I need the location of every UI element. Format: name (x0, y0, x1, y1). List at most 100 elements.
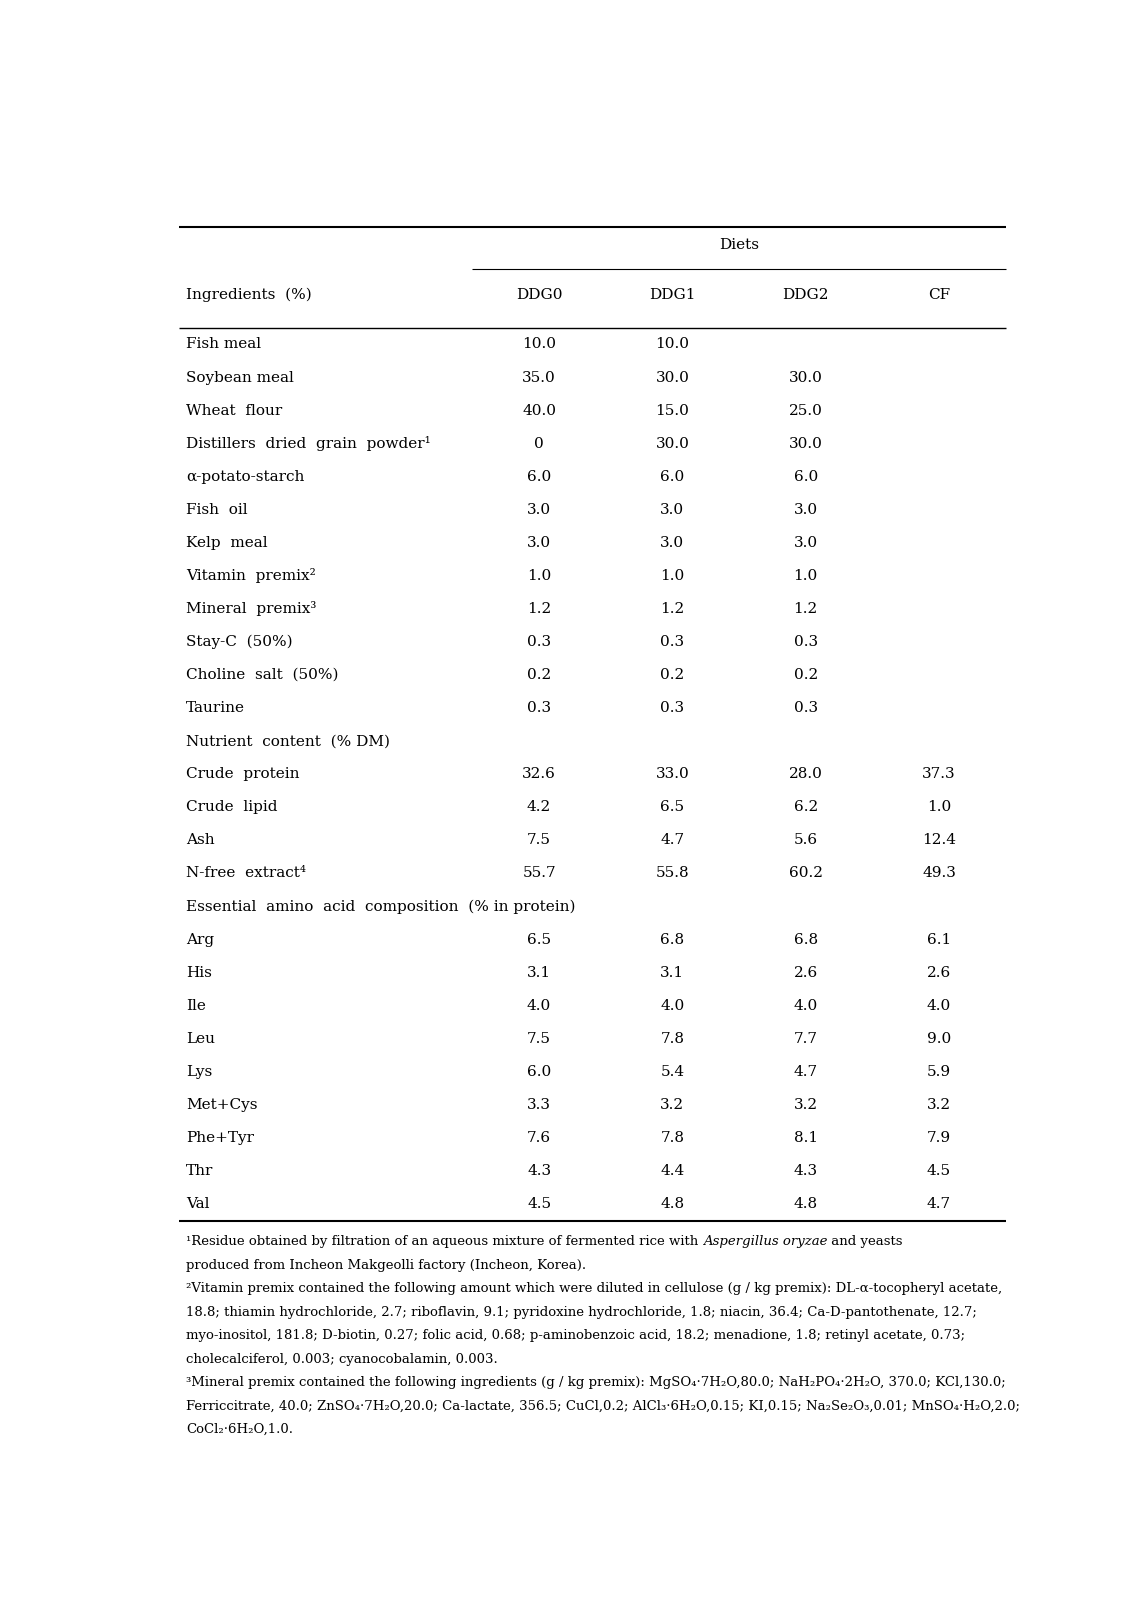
Text: Choline  salt  (50%): Choline salt (50%) (186, 668, 338, 682)
Text: 10.0: 10.0 (522, 338, 556, 351)
Text: 0.3: 0.3 (794, 634, 818, 649)
Text: 6.5: 6.5 (526, 932, 551, 947)
Text: 6.0: 6.0 (526, 1065, 552, 1078)
Text: 8.1: 8.1 (794, 1131, 818, 1145)
Text: 4.7: 4.7 (927, 1197, 951, 1211)
Text: 3.0: 3.0 (794, 535, 818, 549)
Text: 4.5: 4.5 (927, 1165, 951, 1177)
Text: 55.8: 55.8 (656, 867, 689, 881)
Text: cholecalciferol, 0.003; cyanocobalamin, 0.003.: cholecalciferol, 0.003; cyanocobalamin, … (186, 1352, 498, 1365)
Text: 3.0: 3.0 (661, 535, 685, 549)
Text: Nutrient  content  (% DM): Nutrient content (% DM) (186, 734, 390, 748)
Text: Met+Cys: Met+Cys (186, 1097, 258, 1112)
Text: Distillers  dried  grain  powder¹: Distillers dried grain powder¹ (186, 436, 431, 452)
Text: 37.3: 37.3 (922, 767, 955, 782)
Text: 7.6: 7.6 (526, 1131, 551, 1145)
Text: 6.0: 6.0 (661, 469, 685, 484)
Text: 3.0: 3.0 (794, 503, 818, 517)
Text: 1.0: 1.0 (927, 801, 951, 814)
Text: 12.4: 12.4 (922, 833, 955, 847)
Text: α-potato-starch: α-potato-starch (186, 469, 304, 484)
Text: 3.2: 3.2 (927, 1097, 951, 1112)
Text: 6.8: 6.8 (661, 932, 685, 947)
Text: 3.2: 3.2 (661, 1097, 685, 1112)
Text: Vitamin  premix²: Vitamin premix² (186, 569, 315, 583)
Text: 7.7: 7.7 (794, 1032, 818, 1046)
Text: 30.0: 30.0 (655, 370, 689, 384)
Text: 1.2: 1.2 (661, 602, 685, 615)
Text: 49.3: 49.3 (922, 867, 955, 881)
Text: Taurine: Taurine (186, 702, 245, 714)
Text: 0.2: 0.2 (661, 668, 685, 682)
Text: Crude  protein: Crude protein (186, 767, 299, 782)
Text: 18.8; thiamin hydrochloride, 2.7; riboflavin, 9.1; pyridoxine hydrochloride, 1.8: 18.8; thiamin hydrochloride, 2.7; ribofl… (186, 1306, 977, 1318)
Text: 3.1: 3.1 (661, 966, 685, 979)
Text: 4.0: 4.0 (661, 998, 685, 1012)
Text: 0.3: 0.3 (661, 702, 685, 714)
Text: 32.6: 32.6 (522, 767, 556, 782)
Text: 5.6: 5.6 (794, 833, 818, 847)
Text: 15.0: 15.0 (655, 404, 689, 418)
Text: Kelp  meal: Kelp meal (186, 535, 267, 549)
Text: 4.8: 4.8 (794, 1197, 818, 1211)
Text: 60.2: 60.2 (789, 867, 822, 881)
Text: Stay-C  (50%): Stay-C (50%) (186, 634, 292, 649)
Text: ¹Residue obtained by filtration of an aqueous mixture of fermented rice with: ¹Residue obtained by filtration of an aq… (186, 1235, 703, 1248)
Text: 0.3: 0.3 (526, 634, 551, 649)
Text: 1.2: 1.2 (526, 602, 552, 615)
Text: 7.9: 7.9 (927, 1131, 951, 1145)
Text: 3.3: 3.3 (528, 1097, 551, 1112)
Text: 4.0: 4.0 (526, 998, 552, 1012)
Text: 4.3: 4.3 (794, 1165, 818, 1177)
Text: 30.0: 30.0 (655, 437, 689, 450)
Text: 4.0: 4.0 (927, 998, 951, 1012)
Text: 25.0: 25.0 (789, 404, 822, 418)
Text: Lys: Lys (186, 1065, 212, 1078)
Text: 2.6: 2.6 (927, 966, 951, 979)
Text: Leu: Leu (186, 1032, 214, 1046)
Text: 7.5: 7.5 (528, 833, 551, 847)
Text: Ash: Ash (186, 833, 214, 847)
Text: 6.2: 6.2 (794, 801, 818, 814)
Text: 7.5: 7.5 (528, 1032, 551, 1046)
Text: DDG2: DDG2 (782, 288, 829, 301)
Text: Fish  oil: Fish oil (186, 503, 248, 517)
Text: 55.7: 55.7 (522, 867, 556, 881)
Text: CF: CF (928, 288, 950, 301)
Text: Wheat  flour: Wheat flour (186, 404, 282, 418)
Text: 4.7: 4.7 (661, 833, 685, 847)
Text: Diets: Diets (719, 239, 759, 252)
Text: 5.9: 5.9 (927, 1065, 951, 1078)
Text: 6.0: 6.0 (526, 469, 552, 484)
Text: Fish meal: Fish meal (186, 338, 262, 351)
Text: 4.2: 4.2 (526, 801, 552, 814)
Text: produced from Incheon Makgeolli factory (Incheon, Korea).: produced from Incheon Makgeolli factory … (186, 1259, 586, 1272)
Text: 3.0: 3.0 (661, 503, 685, 517)
Text: 0.3: 0.3 (661, 634, 685, 649)
Text: 4.5: 4.5 (526, 1197, 551, 1211)
Text: 28.0: 28.0 (789, 767, 822, 782)
Text: 7.8: 7.8 (661, 1032, 685, 1046)
Text: 3.1: 3.1 (526, 966, 551, 979)
Text: 4.7: 4.7 (794, 1065, 818, 1078)
Text: 3.0: 3.0 (526, 503, 551, 517)
Text: and yeasts: and yeasts (827, 1235, 903, 1248)
Text: 40.0: 40.0 (522, 404, 556, 418)
Text: Arg: Arg (186, 932, 214, 947)
Text: Thr: Thr (186, 1165, 213, 1177)
Text: 3.0: 3.0 (526, 535, 551, 549)
Text: 2.6: 2.6 (794, 966, 818, 979)
Text: 9.0: 9.0 (927, 1032, 951, 1046)
Text: 5.4: 5.4 (661, 1065, 685, 1078)
Text: 1.0: 1.0 (526, 569, 552, 583)
Text: DDG1: DDG1 (649, 288, 695, 301)
Text: Ingredients  (%): Ingredients (%) (186, 287, 312, 301)
Text: 6.8: 6.8 (794, 932, 818, 947)
Text: Aspergillus oryzae: Aspergillus oryzae (703, 1235, 827, 1248)
Text: 6.0: 6.0 (794, 469, 818, 484)
Text: His: His (186, 966, 212, 979)
Text: 1.2: 1.2 (794, 602, 818, 615)
Text: Ile: Ile (186, 998, 206, 1012)
Text: 33.0: 33.0 (655, 767, 689, 782)
Text: 0: 0 (535, 437, 544, 450)
